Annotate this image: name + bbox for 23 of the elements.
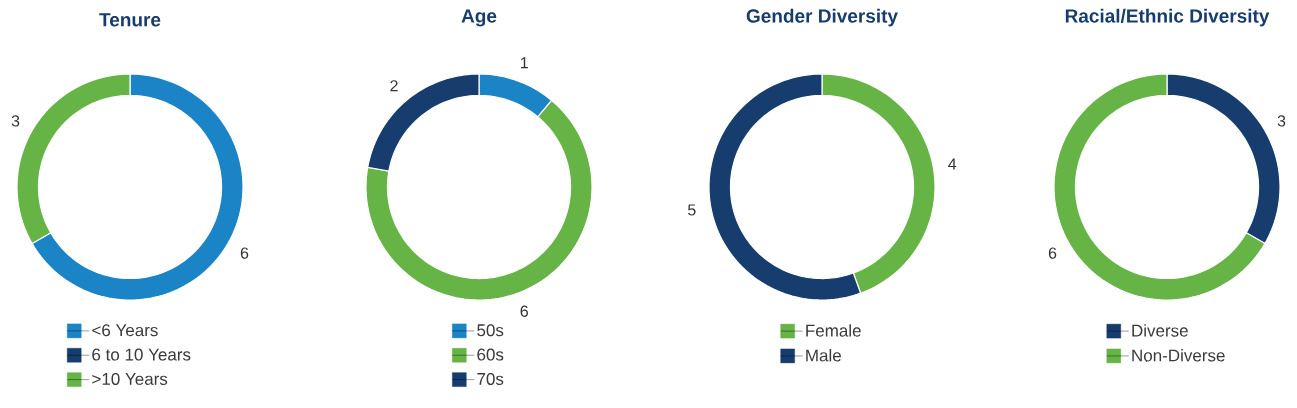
chart-title: Gender Diversity — [746, 8, 898, 27]
data-label: 3 — [11, 115, 20, 127]
legend-label: >10 Years — [92, 372, 168, 385]
data-label: 6 — [1048, 247, 1057, 259]
legend-label: <6 Years — [92, 324, 158, 337]
data-label: 4 — [948, 158, 957, 170]
data-label: 1 — [521, 57, 528, 69]
legend-label: Diverse — [1132, 324, 1188, 337]
chart-title: Racial/Ethnic Diversity — [1065, 8, 1270, 27]
data-label: 3 — [1277, 115, 1286, 127]
legend-label: 6 to 10 Years — [92, 348, 191, 361]
chart-title: Tenure — [99, 13, 161, 27]
legend-label: 50s — [477, 324, 504, 337]
chart-title: Age — [461, 9, 497, 27]
data-label: 6 — [240, 247, 249, 259]
legend-label: 60s — [477, 348, 504, 361]
legend-label: Male — [806, 349, 841, 362]
data-label: 5 — [688, 204, 696, 216]
legend-label: Non-Diverse — [1132, 349, 1225, 362]
data-label: 2 — [390, 80, 398, 92]
legend-label: Female — [806, 324, 861, 337]
data-label: 6 — [520, 305, 528, 317]
legend-label: 70s — [477, 372, 504, 385]
